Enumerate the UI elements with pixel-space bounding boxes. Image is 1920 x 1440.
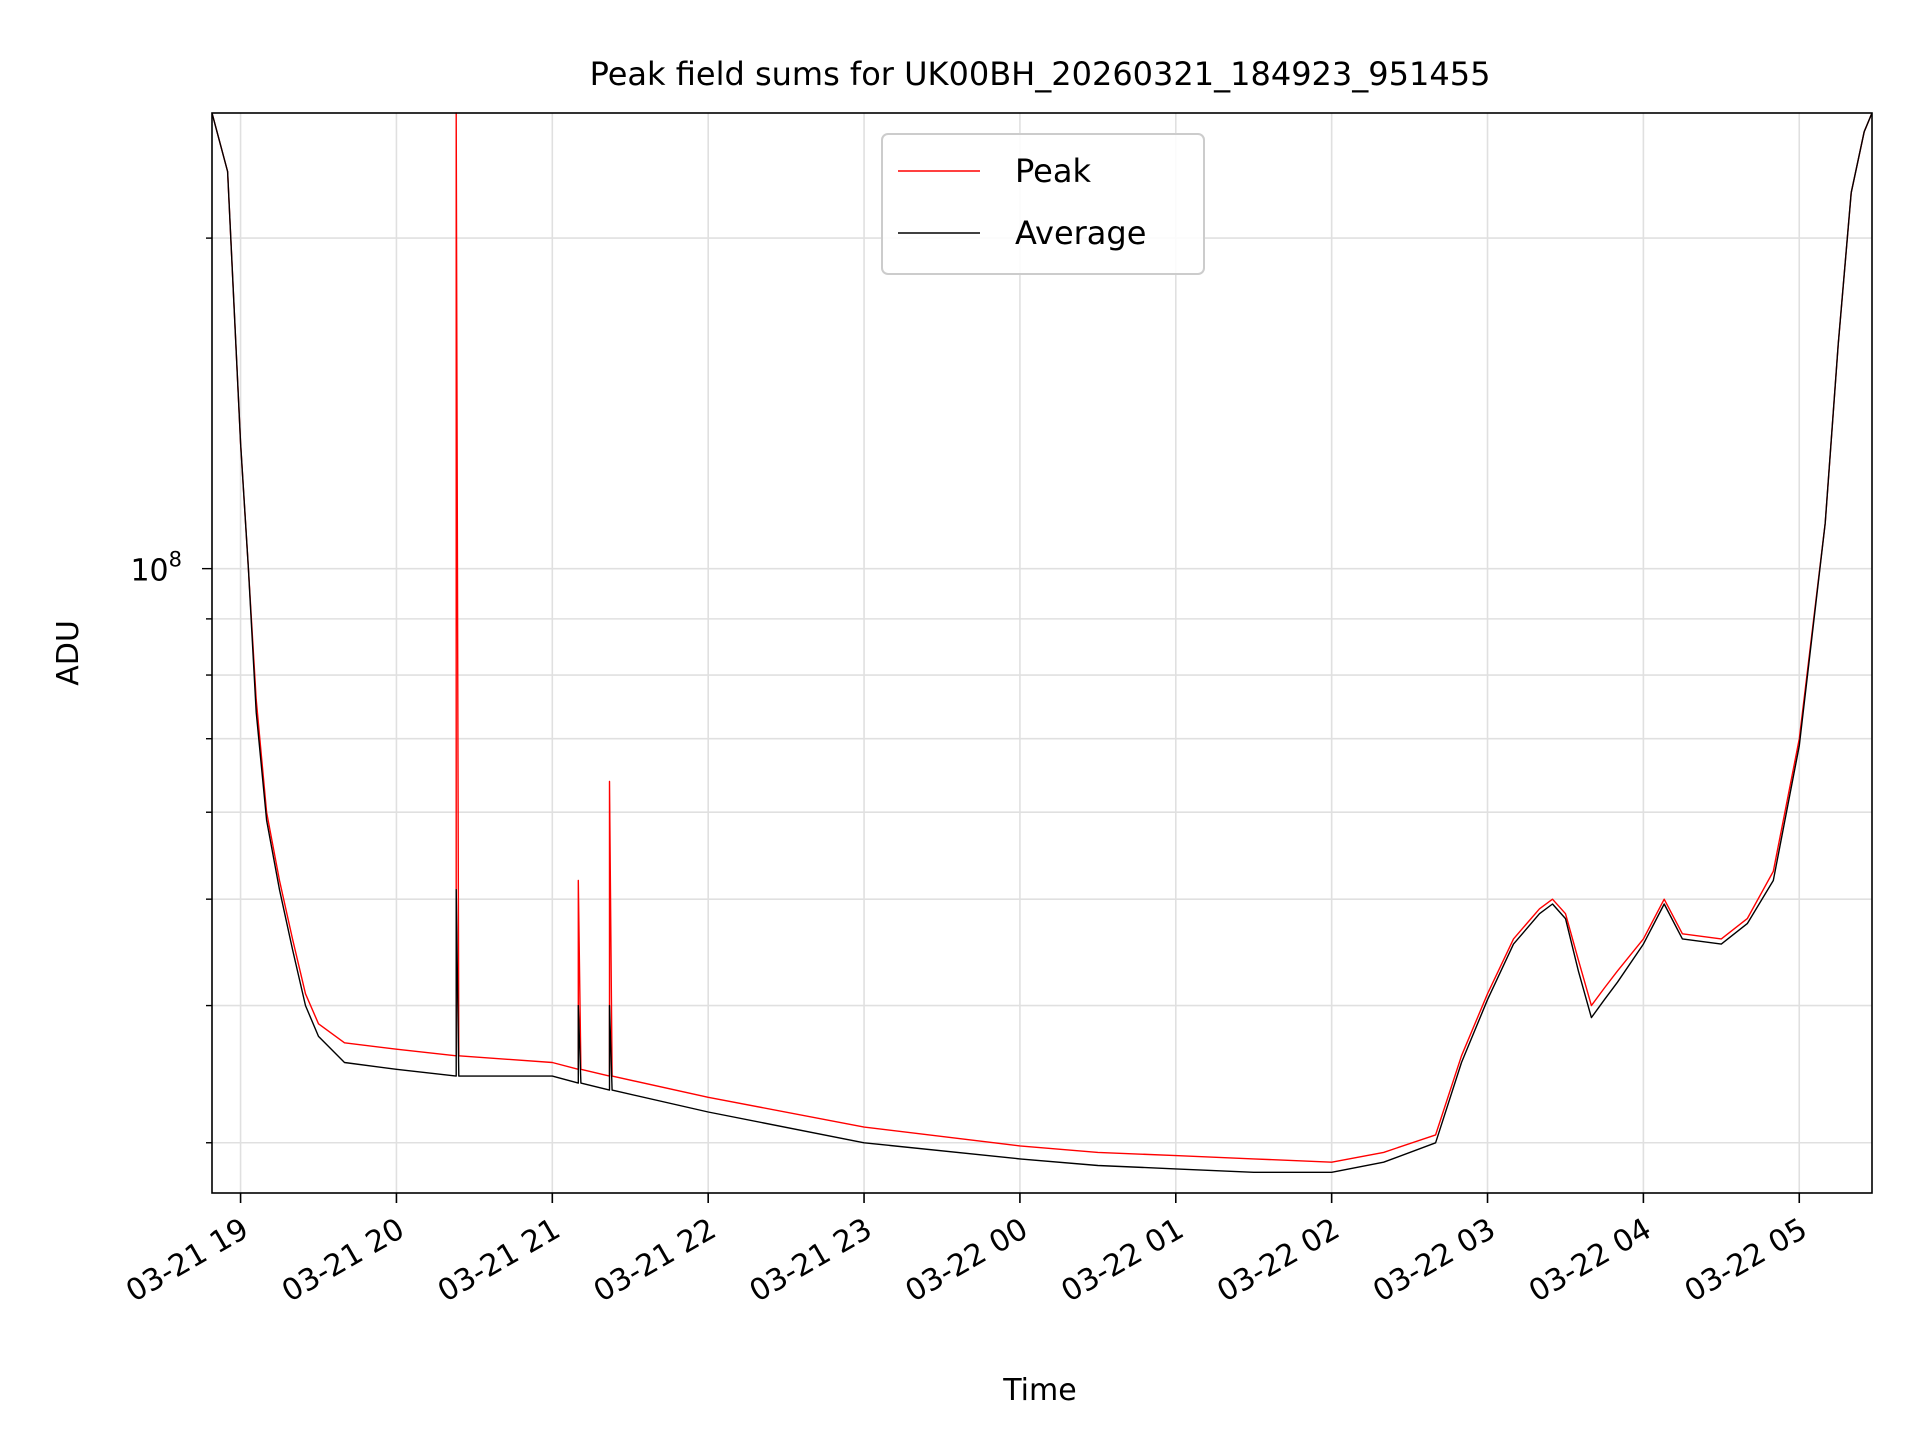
y-axis-label: ADU [51, 620, 86, 686]
y-axis: 108 [130, 237, 212, 1144]
legend-label-peak: Peak [1015, 152, 1091, 190]
legend-label-average: Average [1015, 214, 1146, 252]
series-layer [211, 112, 1873, 1174]
legend-box [881, 133, 1205, 275]
series-line-average [211, 112, 1873, 1174]
y-tick-label: 108 [130, 548, 182, 589]
series-line-peak [211, 112, 1873, 1163]
chart-title: Peak field sums for UK00BH_20260321_1849… [590, 55, 1491, 93]
y-tick-label-exponent: 8 [169, 548, 182, 572]
plot-frame [211, 112, 1873, 1194]
y-tick-label-base: 10 [130, 554, 168, 589]
grid [212, 113, 1872, 1193]
legend: Peak Average [881, 133, 1205, 275]
x-axis-label: Time [1002, 1373, 1076, 1408]
